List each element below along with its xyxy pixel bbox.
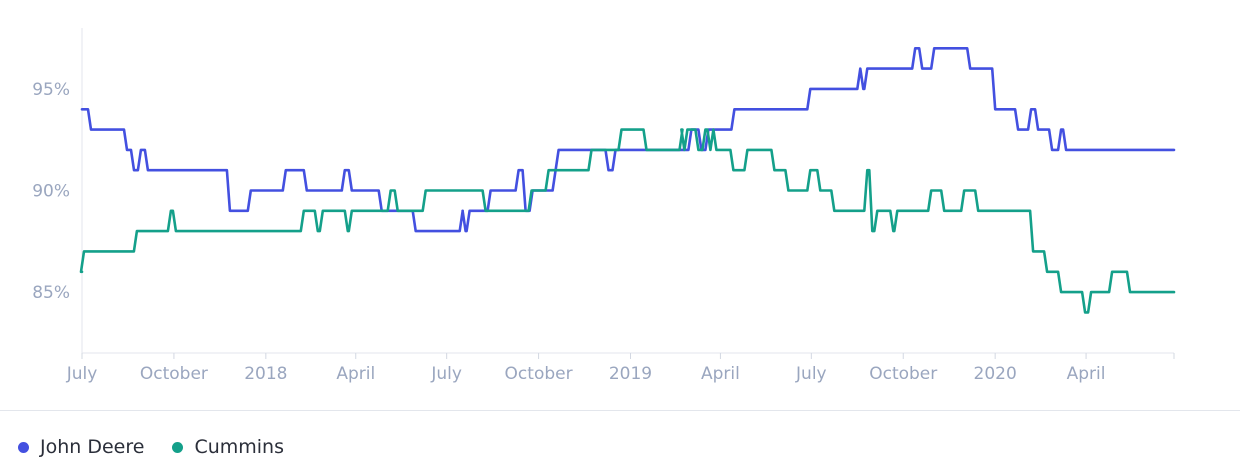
legend-dot-icon: [18, 441, 29, 453]
x-tick-label: October: [505, 364, 573, 384]
x-tick-label: July: [66, 364, 98, 384]
y-tick-label: 85%: [32, 283, 70, 303]
x-tick-label: July: [430, 364, 462, 384]
y-tick-label: 95%: [32, 80, 70, 100]
legend-dot-icon: [172, 441, 184, 453]
line-chart: 85% 90% 95% July October 2018 April July October…: [32, 28, 1176, 384]
x-tick-label: October: [869, 364, 937, 384]
legend-label: John Deere: [40, 436, 145, 458]
x-tick-label: 2018: [244, 364, 287, 384]
x-tick-label: October: [140, 364, 208, 384]
x-tick-label: July: [795, 364, 827, 384]
x-tick-label: 2019: [609, 364, 652, 384]
x-tick-label: 2020: [974, 364, 1017, 384]
x-tick-label: April: [1067, 364, 1106, 384]
x-tick-label: April: [701, 364, 740, 384]
chart-axes: 85% 90% 95% July October 2018 April July October…: [32, 28, 1175, 384]
legend-divider: [0, 410, 1240, 411]
series-line-john-deere: [80, 47, 1176, 233]
chart-legend: John Deere Cummins: [18, 436, 312, 458]
y-tick-label: 90%: [32, 182, 70, 202]
legend-item-cummins[interactable]: Cummins: [172, 436, 284, 458]
series-line-cummins: [79, 128, 1176, 314]
chart-series: [79, 47, 1176, 314]
legend-label: Cummins: [194, 436, 284, 458]
x-tick-label: April: [336, 364, 375, 384]
legend-item-john-deere[interactable]: John Deere: [18, 436, 144, 458]
